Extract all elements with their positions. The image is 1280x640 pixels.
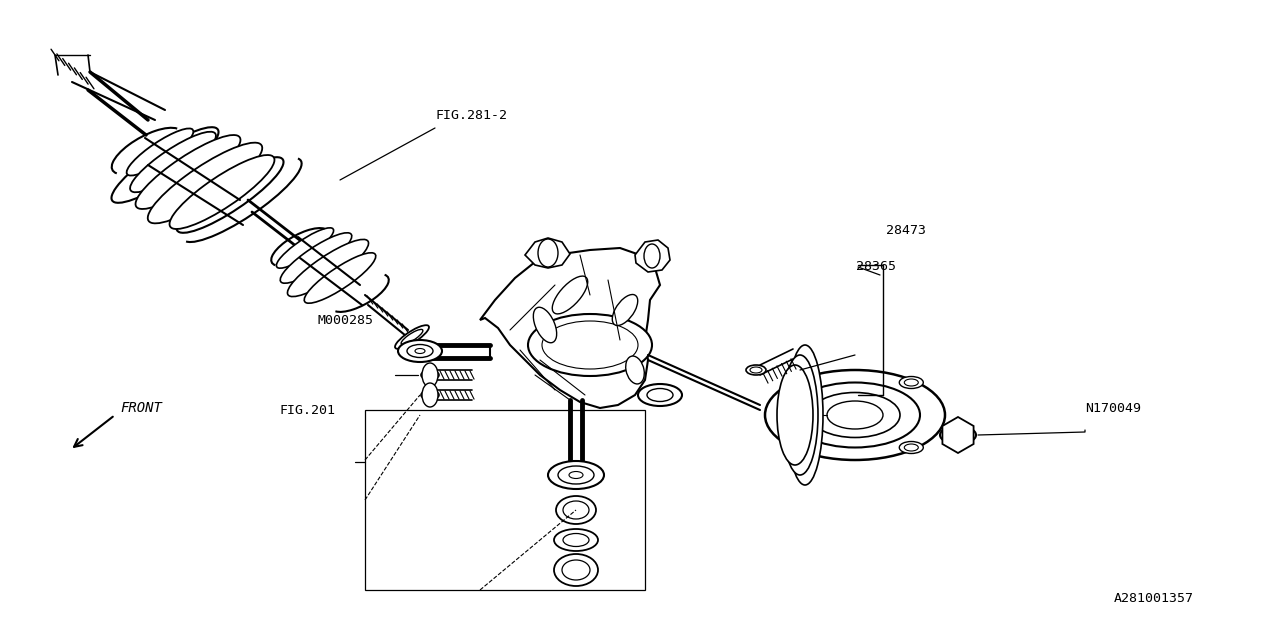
- Text: N170049: N170049: [1085, 402, 1142, 415]
- Circle shape: [790, 383, 920, 447]
- Text: FIG.281-2: FIG.281-2: [435, 109, 507, 122]
- Ellipse shape: [169, 155, 274, 229]
- Ellipse shape: [396, 325, 429, 349]
- Circle shape: [554, 529, 598, 551]
- Ellipse shape: [305, 253, 376, 303]
- Ellipse shape: [612, 294, 637, 326]
- Ellipse shape: [401, 330, 422, 344]
- Circle shape: [900, 376, 923, 388]
- Circle shape: [421, 371, 439, 380]
- Ellipse shape: [626, 356, 644, 384]
- Ellipse shape: [554, 554, 598, 586]
- Circle shape: [548, 461, 604, 489]
- Circle shape: [900, 442, 923, 454]
- Ellipse shape: [131, 132, 216, 192]
- Text: A281001357: A281001357: [1114, 592, 1193, 605]
- Ellipse shape: [787, 345, 823, 485]
- Polygon shape: [942, 417, 974, 453]
- Circle shape: [940, 426, 977, 444]
- Ellipse shape: [288, 239, 369, 296]
- Ellipse shape: [127, 129, 193, 175]
- Polygon shape: [635, 240, 669, 272]
- Circle shape: [787, 376, 810, 388]
- Ellipse shape: [782, 355, 818, 475]
- Ellipse shape: [552, 276, 588, 314]
- Circle shape: [637, 384, 682, 406]
- Circle shape: [398, 340, 442, 362]
- Polygon shape: [480, 248, 660, 408]
- Text: 28365: 28365: [856, 260, 896, 273]
- Text: M000285: M000285: [317, 314, 374, 326]
- Polygon shape: [525, 238, 570, 268]
- Circle shape: [421, 390, 439, 399]
- Circle shape: [827, 401, 883, 429]
- Ellipse shape: [422, 363, 438, 387]
- Text: FIG.201: FIG.201: [279, 404, 335, 417]
- Ellipse shape: [422, 383, 438, 407]
- Circle shape: [787, 442, 810, 454]
- Text: 28473: 28473: [886, 224, 925, 237]
- Ellipse shape: [147, 143, 262, 223]
- Ellipse shape: [534, 307, 557, 343]
- Circle shape: [765, 370, 945, 460]
- Ellipse shape: [280, 233, 352, 284]
- Ellipse shape: [276, 228, 334, 268]
- Text: FRONT: FRONT: [120, 401, 161, 415]
- Ellipse shape: [556, 496, 596, 524]
- Circle shape: [529, 314, 652, 376]
- Ellipse shape: [777, 365, 813, 465]
- Circle shape: [746, 365, 765, 375]
- Circle shape: [810, 392, 900, 438]
- Ellipse shape: [136, 135, 241, 209]
